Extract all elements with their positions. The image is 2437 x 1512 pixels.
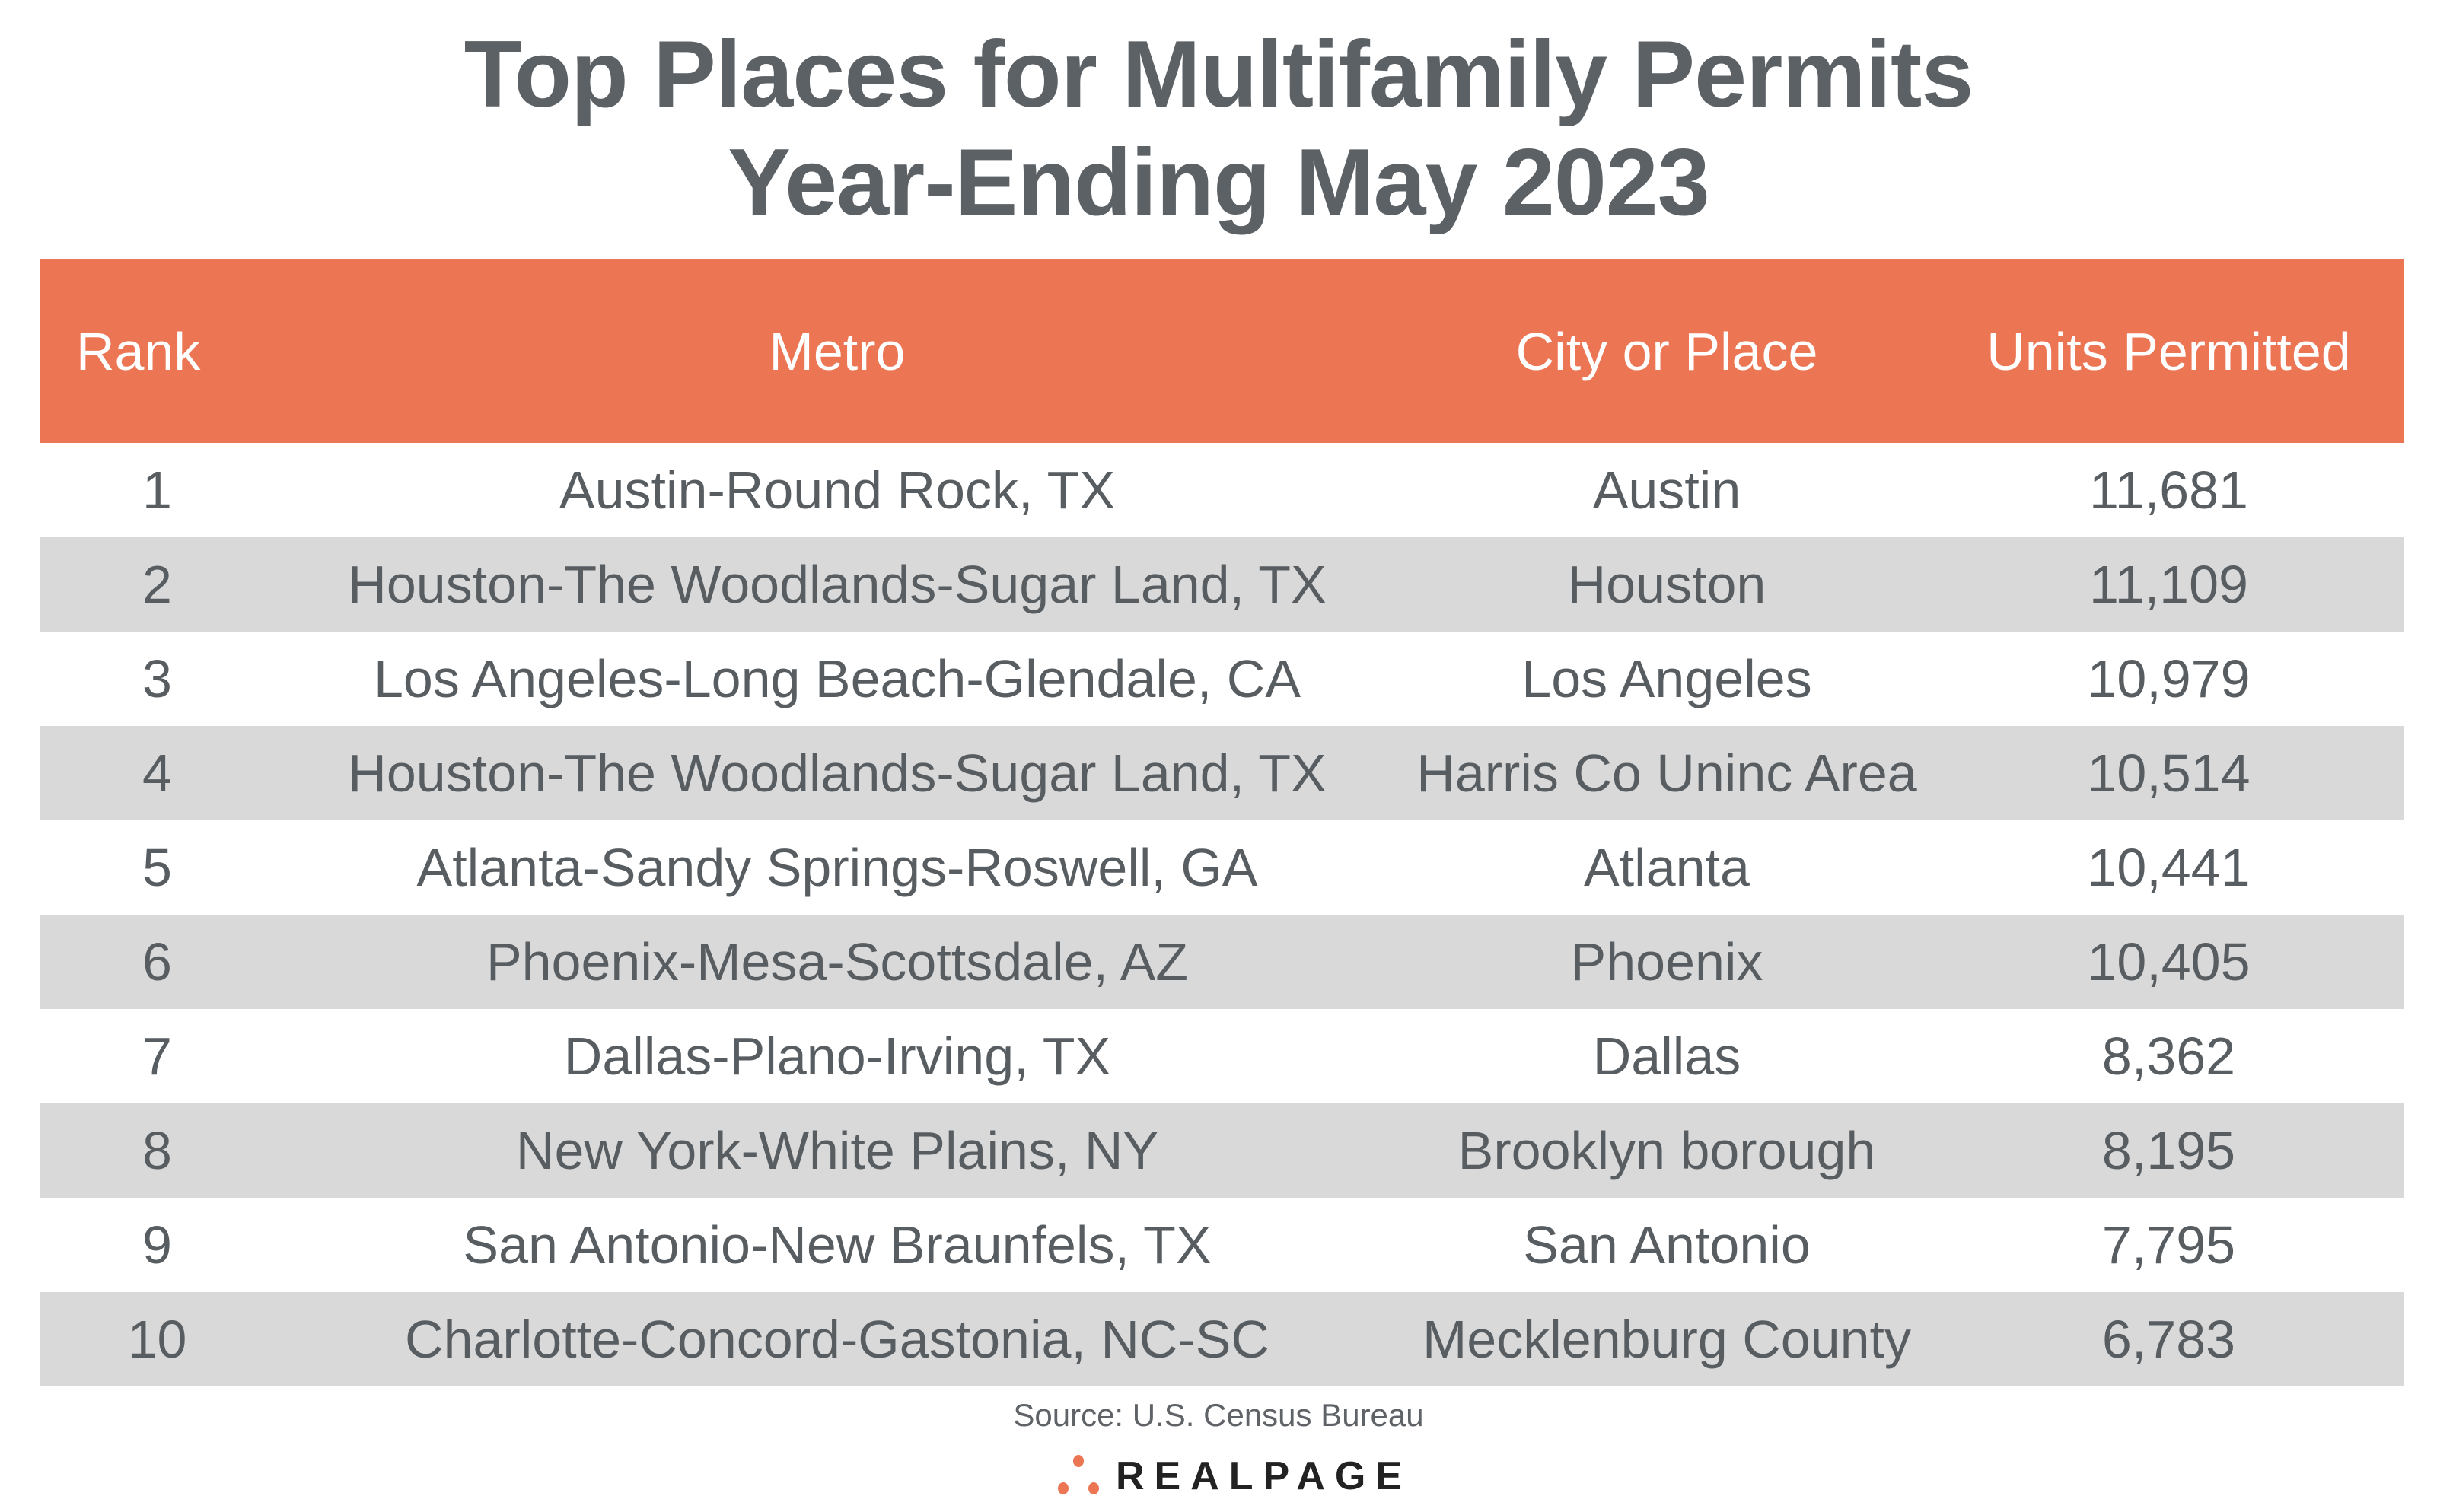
rank-cell: 6 (40, 915, 274, 1009)
metro-cell: Charlotte-Concord-Gastonia, NC-SC (274, 1292, 1400, 1386)
metro-cell: San Antonio-New Braunfels, TX (463, 1215, 1212, 1275)
units-cell: 6,783 (1933, 1292, 2404, 1386)
table-row: 10 Charlotte-Concord-Gastonia, NC-SC Meckl… (40, 1292, 2404, 1386)
units-cell: 8,195 (1933, 1103, 2404, 1198)
units-cell: 10,514 (1933, 726, 2404, 820)
rank-cell: 5 (142, 838, 172, 897)
units-cell: 11,681 (2089, 460, 2248, 520)
units-cell: 10,441 (2087, 838, 2251, 897)
realpage-logo: REALPAGE (1058, 1450, 1412, 1503)
units-cell: 10,979 (2087, 649, 2251, 708)
rank-cell: 7 (142, 1027, 172, 1086)
city-cell: Los Angeles (1521, 649, 1812, 708)
header-units: Units Permitted (1933, 259, 2404, 443)
metro-cell: Austin-Round Rock, TX (559, 460, 1116, 520)
metro-cell: Houston-The Woodlands-Sugar Land, TX (274, 726, 1400, 820)
metro-cell: Atlanta-Sandy Springs-Roswell, GA (416, 838, 1258, 897)
permits-table: Rank Metro City or Place Units Permitted… (40, 259, 2404, 1386)
title-line-1: Top Places for Multifamily Permits (464, 22, 1974, 127)
table-row: 2 Houston-The Woodlands-Sugar Land, TX Hou… (40, 537, 2404, 632)
city-cell: Brooklyn borough (1400, 1103, 1933, 1198)
table-row: 6 Phoenix-Mesa-Scottsdale, AZ Phoenix 10,40… (40, 915, 2404, 1009)
rank-cell: 9 (142, 1215, 172, 1275)
title-line-2: Year-Ending May 2023 (728, 130, 1709, 235)
table-row: 7 Dallas-Plano-Irving, TX Dallas 8,362 (40, 1009, 2404, 1103)
rank-cell: 2 (40, 537, 274, 632)
table-header-row: Rank Metro City or Place Units Permitted (40, 259, 2404, 443)
table-row: 8 New York-White Plains, NY Brooklyn borou… (40, 1103, 2404, 1198)
city-cell: Mecklenburg County (1400, 1292, 1933, 1386)
metro-cell: Dallas-Plano-Irving, TX (563, 1027, 1111, 1086)
metro-cell: Phoenix-Mesa-Scottsdale, AZ (274, 915, 1400, 1009)
table-row: 4 Houston-The Woodlands-Sugar Land, TX Har… (40, 726, 2404, 820)
city-cell: Austin (1592, 460, 1741, 520)
units-cell: 11,109 (1933, 537, 2404, 632)
table-row: 1 Austin-Round Rock, TX Austin 11,681 (40, 443, 2404, 537)
city-cell: Houston (1400, 537, 1933, 632)
city-cell: Harris Co Uninc Area (1400, 726, 1933, 820)
city-cell: San Antonio (1523, 1215, 1811, 1275)
header-rank: Rank (40, 259, 274, 443)
rank-cell: 10 (40, 1292, 274, 1386)
units-cell: 7,795 (2101, 1215, 2236, 1275)
metro-cell: Houston-The Woodlands-Sugar Land, TX (274, 537, 1400, 632)
source-note: Source: U.S. Census Bureau (1013, 1397, 1424, 1433)
units-cell: 8,362 (2101, 1027, 2236, 1086)
table-row: 3 Los Angeles-Long Beach-Glendale, CA Los … (40, 632, 2404, 726)
metro-cell: New York-White Plains, NY (274, 1103, 1400, 1198)
units-cell: 10,405 (1933, 915, 2404, 1009)
city-cell: Atlanta (1584, 838, 1750, 897)
rank-cell: 3 (142, 649, 172, 708)
table-row: 9 San Antonio-New Braunfels, TX San Antoni… (40, 1198, 2404, 1292)
city-cell: Dallas (1592, 1027, 1741, 1086)
metro-cell: Los Angeles-Long Beach-Glendale, CA (373, 649, 1301, 708)
table-row: 5 Atlanta-Sandy Springs-Roswell, GA Atlant… (40, 820, 2404, 915)
rank-cell: 1 (142, 460, 172, 520)
logo-dots-icon (1058, 1453, 1104, 1499)
rank-cell: 4 (40, 726, 274, 820)
logo-wordmark: REALPAGE (1116, 1454, 1413, 1498)
city-cell: Phoenix (1400, 915, 1933, 1009)
rank-cell: 8 (40, 1103, 274, 1198)
header-city: City or Place (1400, 259, 1933, 443)
header-metro: Metro (274, 259, 1400, 443)
